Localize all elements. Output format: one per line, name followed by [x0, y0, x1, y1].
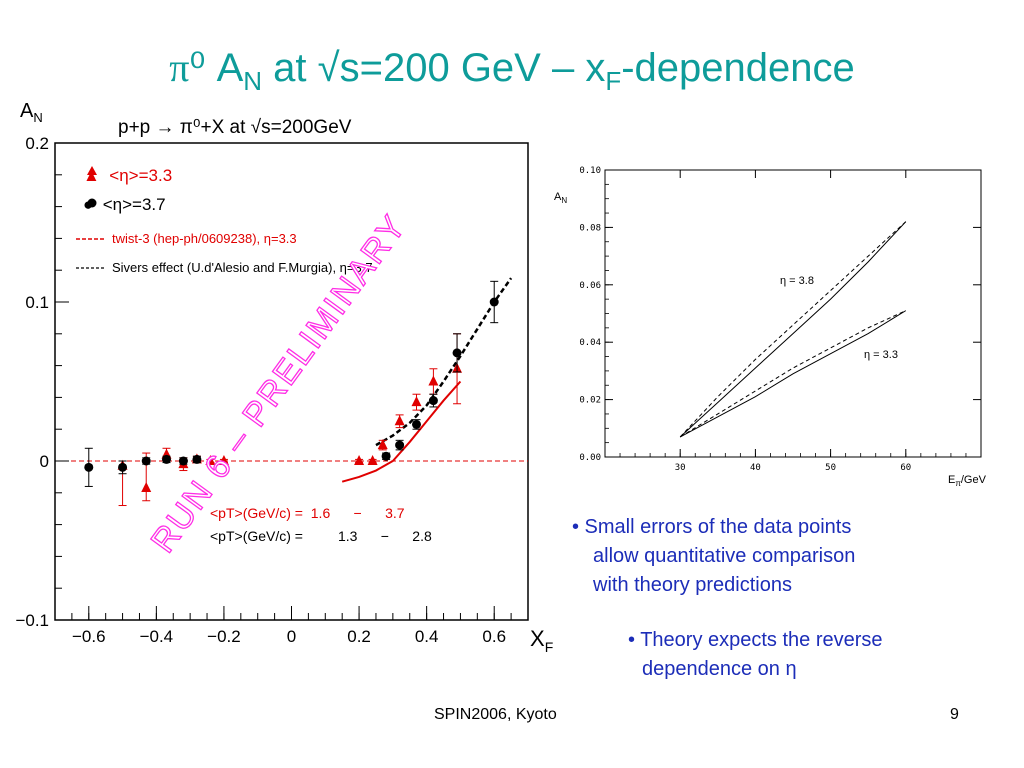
- left-y-tick-label: 0: [40, 452, 49, 471]
- title-pi: π⁰: [169, 45, 206, 90]
- left-ylabel: AN: [20, 100, 43, 125]
- data-point-circle: [489, 297, 499, 307]
- title-a: A: [216, 46, 244, 90]
- data-point-triangle: [428, 375, 439, 386]
- data-point-triangle: [377, 439, 388, 450]
- bullet-theory-reverse: • Theory expects the reverse dependence …: [628, 626, 883, 684]
- data-point-circle: [381, 451, 391, 461]
- data-point-circle: [192, 454, 202, 464]
- bullet1-line: allow quantitative comparison: [593, 545, 856, 567]
- data-point-triangle: [218, 455, 229, 465]
- slide-title: π⁰ AN at √s=200 GeV – xF-dependence: [0, 44, 1024, 97]
- bullet1-line: • Small errors of the data points: [572, 516, 852, 538]
- data-point-triangle: [394, 415, 405, 426]
- left-chart-title: p+p → π⁰+X at √s=200GeV: [118, 117, 352, 138]
- data-point-triangle: [354, 455, 365, 465]
- pt-label-red: <pT>(GeV/c) = 1.6 − 3.7: [210, 505, 405, 521]
- data-point-circle: [141, 456, 151, 466]
- bullet-small-errors: • Small errors of the data points allow …: [572, 513, 855, 600]
- left-x-tick-label: 0: [287, 627, 296, 646]
- legend-sivers: Sivers effect (U.d'Alesio and F.Murgia),…: [112, 260, 373, 275]
- left-x-tick-label: −0.2: [207, 627, 241, 646]
- data-point-triangle: [141, 482, 152, 493]
- left-y-tick-label: −0.1: [15, 611, 49, 630]
- data-point-circle: [452, 348, 462, 358]
- page-number: 9: [950, 706, 959, 723]
- legend-twist3: twist-3 (hep-ph/0609238), η=3.3: [112, 231, 297, 246]
- title-rest1: at √s=200 GeV – x: [262, 46, 606, 90]
- footer-venue: SPIN2006, Kyoto: [434, 706, 557, 723]
- legend-circle-marker: [87, 198, 97, 208]
- left-x-tick-label: −0.6: [72, 627, 106, 646]
- data-point-circle: [178, 456, 188, 466]
- left-x-tick-label: 0.6: [482, 627, 506, 646]
- bullet2-line: • Theory expects the reverse: [628, 629, 883, 651]
- data-point-circle: [412, 419, 422, 429]
- data-point-circle: [84, 462, 94, 472]
- data-point-circle: [395, 440, 405, 450]
- bullet2-line: dependence on η: [642, 658, 797, 680]
- data-point-circle: [118, 462, 128, 472]
- data-point-circle: [161, 454, 171, 464]
- left-y-tick-label: 0.2: [25, 134, 49, 153]
- data-point-circle: [428, 396, 438, 406]
- data-point-triangle: [205, 455, 216, 465]
- title-n: N: [243, 66, 263, 96]
- sivers-curve: [375, 277, 513, 447]
- data-point-triangle: [367, 455, 378, 465]
- bullet1-line: with theory predictions: [593, 574, 792, 596]
- left-legend: ▲ <η>=3.3 ● <η>=3.7 twist-3 (hep-ph/0609…: [76, 166, 373, 275]
- legend-triangle-marker: [87, 166, 97, 175]
- legend-eta33: ▲ <η>=3.3: [83, 166, 172, 185]
- left-x-tick-label: 0.4: [415, 627, 439, 646]
- legend-eta37: ● <η>=3.7: [83, 195, 166, 214]
- twist3-curve: [341, 380, 462, 483]
- left-xlabel: XF: [530, 626, 553, 655]
- left-x-tick-label: 0.2: [347, 627, 371, 646]
- data-point-triangle: [411, 396, 422, 407]
- pt-label-black: <pT>(GeV/c) = 1.3 − 2.8: [210, 528, 432, 544]
- left-y-tick-label: 0.1: [25, 293, 49, 312]
- left-x-tick-label: −0.4: [140, 627, 174, 646]
- title-f: F: [605, 66, 622, 96]
- title-rest2: -dependence: [621, 46, 855, 90]
